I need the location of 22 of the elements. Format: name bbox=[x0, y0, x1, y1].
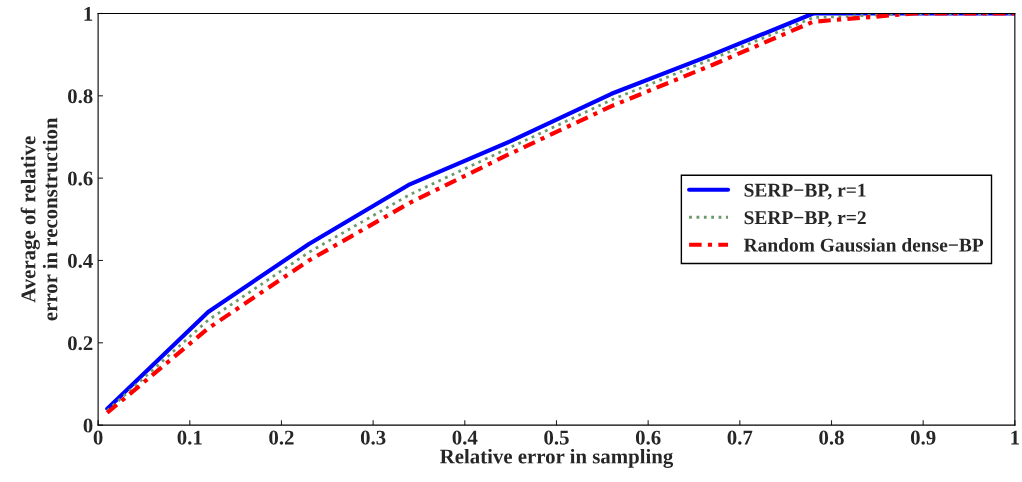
y-tick-label: 1 bbox=[84, 6, 93, 21]
x-tick-label: 0.1 bbox=[177, 430, 202, 445]
x-tick-label: 0.6 bbox=[635, 430, 661, 445]
y-tick-label: 0 bbox=[83, 418, 93, 433]
y-tick-label: 0.6 bbox=[68, 171, 93, 186]
legend-label: SERP−BP, r=2 bbox=[744, 211, 866, 228]
y-tick-label: 0.2 bbox=[68, 336, 93, 351]
x-tick-label: 0.9 bbox=[910, 430, 936, 445]
legend-label: SERP−BP, r=1 bbox=[744, 183, 866, 200]
x-tick-label: 0.7 bbox=[727, 430, 753, 445]
x-tick-label: 0.5 bbox=[544, 430, 569, 445]
x-tick-label: 0.8 bbox=[819, 430, 844, 445]
x-tick-label: 0 bbox=[93, 430, 103, 445]
legend-label: Random Gaussian dense−BP bbox=[743, 238, 984, 252]
x-tick-label: 0.3 bbox=[360, 430, 386, 445]
y-tick-label: 0.8 bbox=[68, 89, 93, 104]
y-axis-title: Average of relative error in reconstruction bbox=[20, 117, 58, 321]
y-tick-label: 0.4 bbox=[68, 253, 93, 268]
x-tick-label: 1 bbox=[1011, 430, 1019, 445]
x-tick-label: 0.2 bbox=[269, 430, 294, 445]
x-tick-label: 0.4 bbox=[452, 430, 478, 445]
x-axis-title: Relative error in sampling bbox=[440, 448, 674, 468]
